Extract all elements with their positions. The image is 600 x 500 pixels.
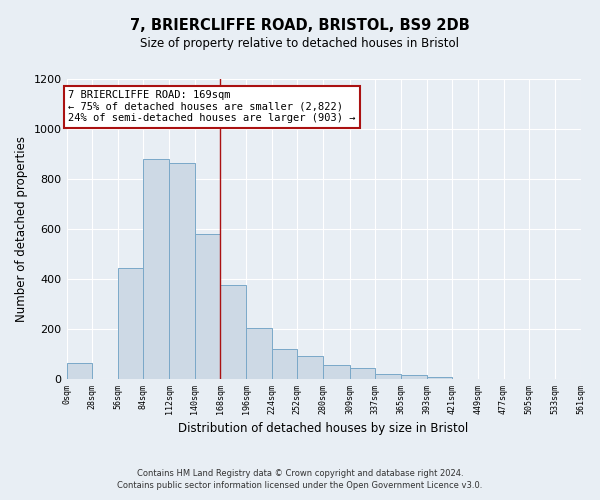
Bar — [427, 377, 452, 379]
Bar — [169, 162, 195, 379]
Y-axis label: Number of detached properties: Number of detached properties — [15, 136, 28, 322]
Bar — [195, 234, 220, 379]
Bar — [118, 268, 143, 379]
Bar — [350, 368, 375, 379]
Text: 7, BRIERCLIFFE ROAD, BRISTOL, BS9 2DB: 7, BRIERCLIFFE ROAD, BRISTOL, BS9 2DB — [130, 18, 470, 32]
Text: Contains public sector information licensed under the Open Government Licence v3: Contains public sector information licen… — [118, 481, 482, 490]
Bar — [298, 356, 323, 379]
Bar — [67, 362, 92, 379]
Text: Contains HM Land Registry data © Crown copyright and database right 2024.: Contains HM Land Registry data © Crown c… — [137, 468, 463, 477]
Text: 7 BRIERCLIFFE ROAD: 169sqm
← 75% of detached houses are smaller (2,822)
24% of s: 7 BRIERCLIFFE ROAD: 169sqm ← 75% of deta… — [68, 90, 356, 124]
Bar — [272, 349, 298, 379]
Bar — [323, 365, 350, 379]
Bar — [246, 328, 272, 379]
Bar — [401, 375, 427, 379]
Text: Size of property relative to detached houses in Bristol: Size of property relative to detached ho… — [140, 38, 460, 51]
X-axis label: Distribution of detached houses by size in Bristol: Distribution of detached houses by size … — [178, 422, 469, 435]
Bar — [143, 159, 169, 379]
Bar — [375, 374, 401, 379]
Bar — [220, 285, 246, 379]
